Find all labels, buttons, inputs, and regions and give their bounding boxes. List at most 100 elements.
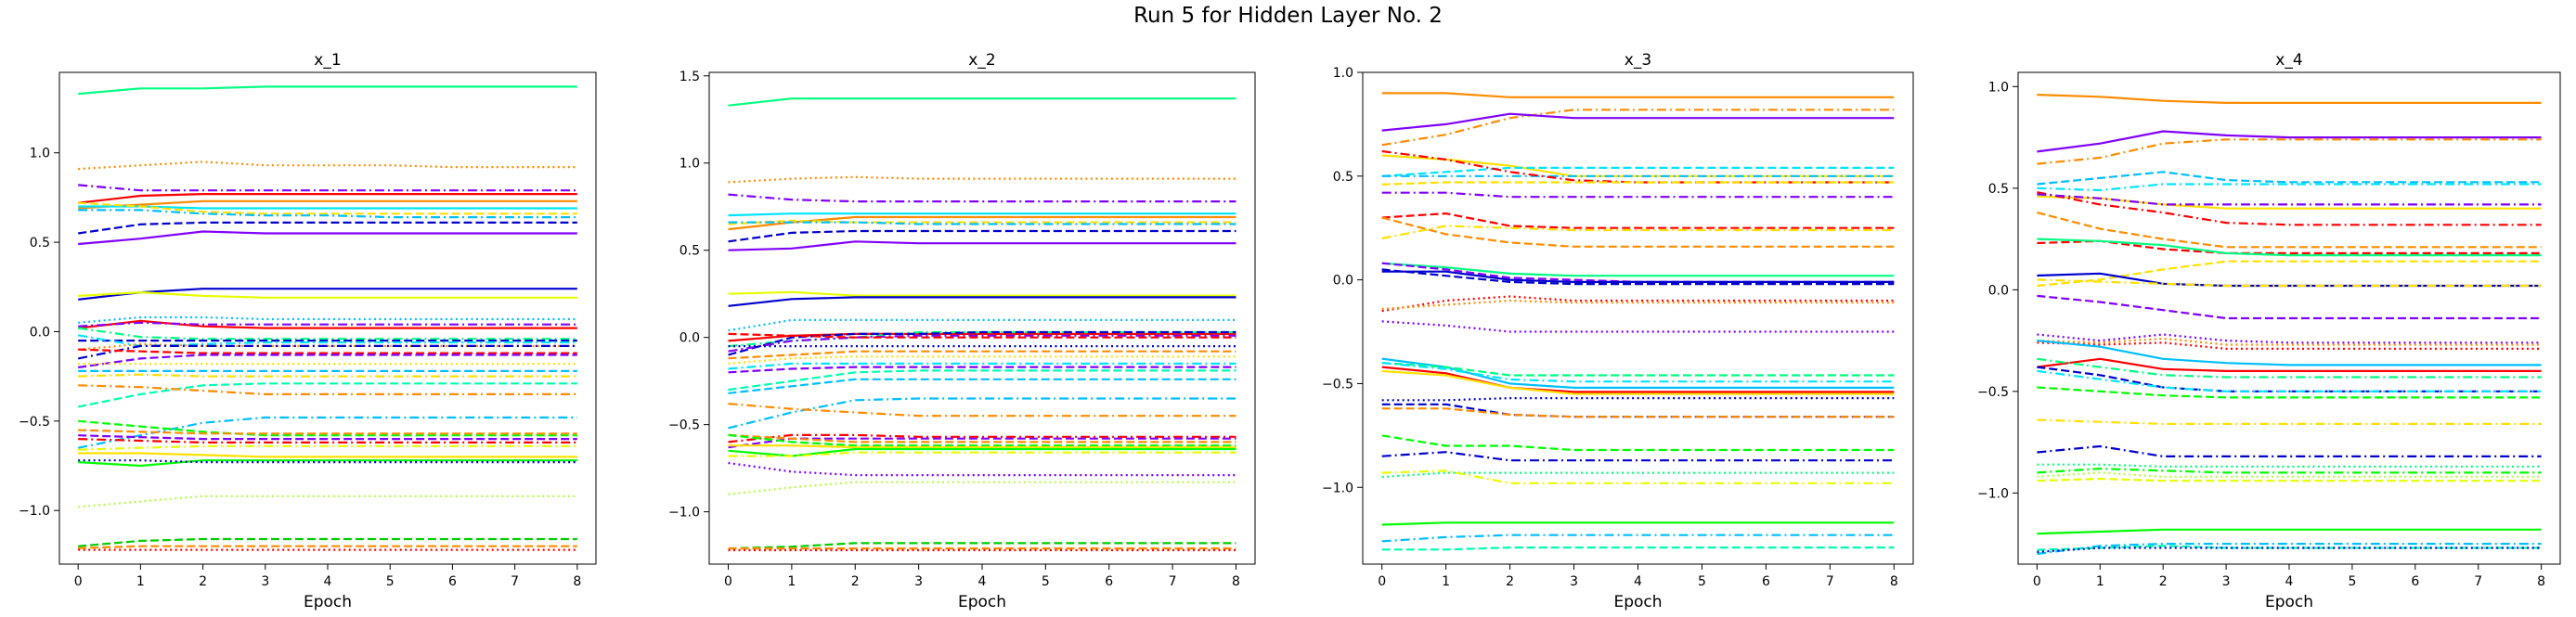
series-line [1381,295,1895,313]
series-line [1381,434,1895,452]
series-line [728,334,1236,353]
y-tick-label: 0.5 [30,236,50,251]
series-group [728,97,1236,552]
y-tick-label: 0.0 [30,325,50,340]
x-tick-label: 3 [2222,574,2231,589]
subplot-title: x_4 [2275,51,2302,70]
series-line [728,212,1236,217]
series-line [1381,320,1895,333]
series-line [78,384,577,395]
series-line [728,332,1236,339]
subplot-x-3: 0 1 2 3 4 5 6 7 8 −1.0 −0.5 0.0 0.5 1.0 x_3 Epoch [1322,51,1914,611]
x-tick-label: 2 [2159,574,2168,589]
x-tick-label: 0 [74,574,83,589]
series-line [78,452,577,458]
series-line [728,332,1236,342]
series-line [728,378,1236,394]
series-line [78,434,577,441]
y-tick-label: 1.0 [1988,80,2009,95]
series-line [2037,546,2542,553]
series-line [2037,138,2542,165]
series-line [728,444,1236,449]
series-line [78,373,577,378]
y-tick-label: −1.0 [668,506,700,521]
x-tick-label: 7 [2474,574,2482,589]
series-line [728,229,1236,243]
series-line [1381,471,1895,479]
series-line [728,433,1236,447]
series-line [1381,109,1895,147]
x-tick-label: 3 [261,574,269,589]
x-tick-label: 7 [1826,574,1834,589]
x-tick-label: 6 [2411,574,2419,589]
series-line [1381,112,1895,132]
x-tick-label: 1 [2096,574,2104,589]
y-tick-label: 0.0 [680,331,700,346]
series-line [78,321,577,328]
series-line [2037,357,2542,372]
series-line [1381,357,1895,389]
series-line [1381,362,1895,383]
series-line [78,342,577,351]
series-line [1381,521,1895,526]
y-tick-label: 0.0 [1333,274,1353,289]
series-line [1381,268,1895,286]
series-line [2037,195,2542,210]
series-line [78,444,577,451]
series-line [1381,225,1895,239]
series-line [2037,418,2542,425]
series-line [2037,171,2542,186]
x-tick-label: 8 [2537,574,2545,589]
series-line [78,459,577,464]
x-tick-label: 5 [1698,574,1706,589]
subplot-x-1: 0 1 2 3 4 5 6 7 8 −1.0 −0.5 0.0 0.5 1.0 x_1 Epoch [19,51,597,611]
series-line [728,366,1236,374]
x-tick-label: 0 [2033,574,2041,589]
x-tick-label: 4 [1634,574,1642,589]
series-line [2037,238,2542,257]
subplot-x-2: 0 1 2 3 4 5 6 7 8 −1.0 −0.5 0.0 0.5 1.0 1.5 x_2 Epoch [668,51,1256,611]
x-tick-label: 8 [1232,574,1240,589]
series-line [78,199,577,210]
series-line [78,209,577,219]
series-line [2037,366,2542,392]
x-tick-label: 0 [1378,574,1386,589]
series-line [78,221,577,235]
x-tick-label: 4 [978,574,987,589]
y-tick-label: 0.5 [1333,170,1353,185]
series-line [1381,92,1895,98]
x-tick-label: 5 [1042,574,1050,589]
y-tick-label: 1.5 [680,70,700,84]
series-line [78,184,577,192]
series-line [2037,183,2542,192]
series-line [728,451,1236,457]
series-line [2037,130,2542,153]
series-line [728,97,1236,107]
series-line [78,290,577,299]
series-line [1381,369,1895,395]
x-tick-label: 2 [851,574,860,589]
series-line [728,193,1236,203]
series-line [2037,386,2542,399]
x-tick-label: 6 [1762,574,1770,589]
series-line [2037,191,2542,226]
x-tick-label: 5 [2348,574,2356,589]
series-line [78,327,577,341]
series-line [2037,272,2542,288]
series-line [78,419,577,437]
y-tick-label: 0.5 [680,244,700,259]
x-tick-label: 1 [136,574,145,589]
figure-title: Run 5 for Hidden Layer No. 2 [1133,4,1443,28]
y-tick-label: −0.5 [1322,377,1353,392]
series-line [2037,463,2542,468]
series-line [78,288,577,301]
series-line [2037,333,2542,344]
series-line [728,433,1236,443]
y-tick-label: 1.0 [1333,66,1353,81]
x-tick-label: 1 [787,574,796,589]
x-tick-label: 4 [324,574,332,589]
series-line [78,429,577,435]
series-line [728,542,1236,550]
series-line [1381,546,1895,551]
